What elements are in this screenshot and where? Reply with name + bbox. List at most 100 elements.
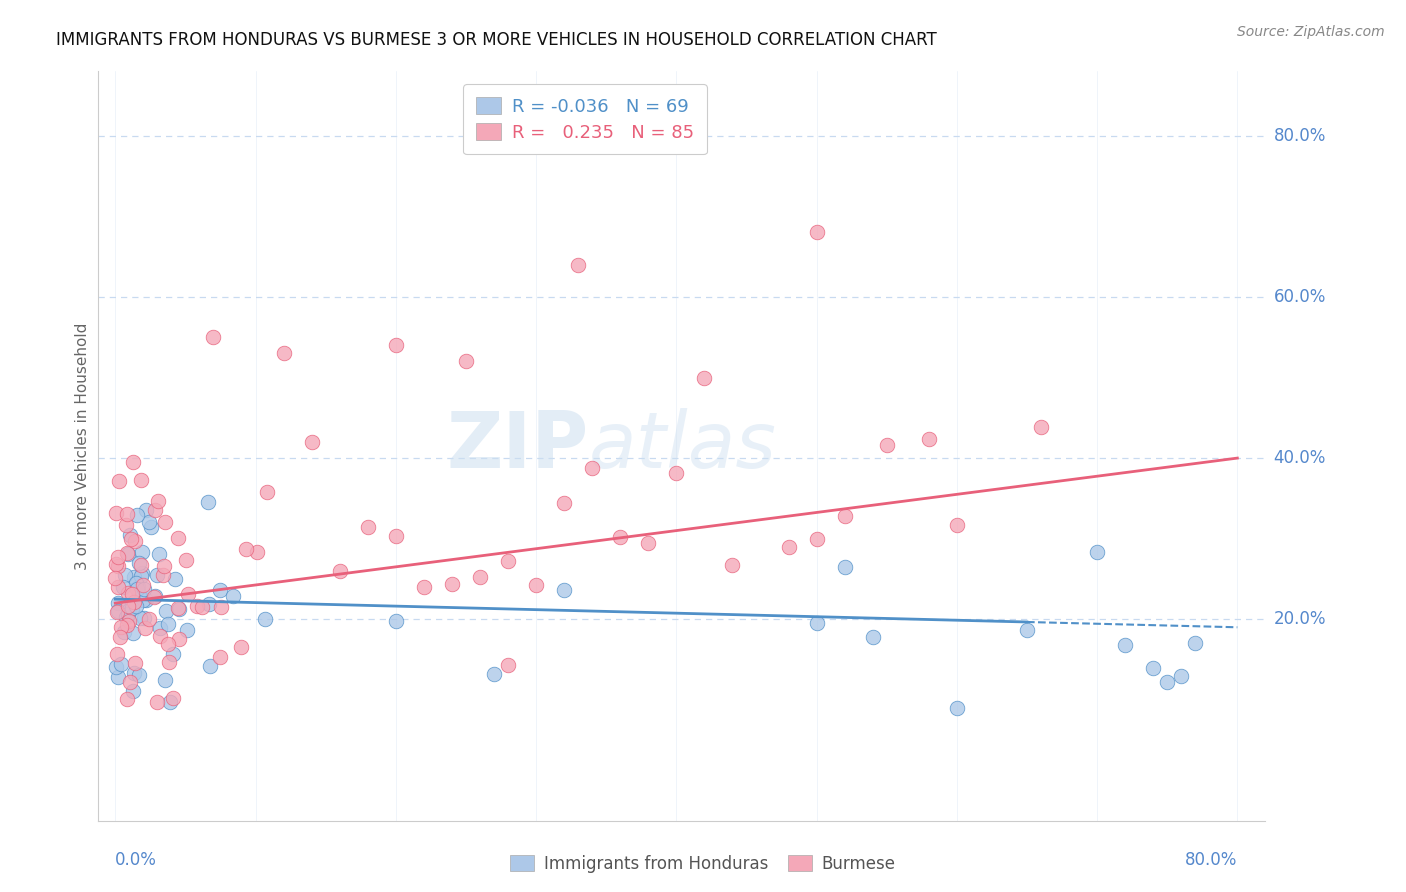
Point bbox=[138, 612, 160, 626]
Point bbox=[146, 695, 169, 709]
Text: ZIP: ZIP bbox=[446, 408, 589, 484]
Point bbox=[110, 620, 132, 634]
Point bbox=[412, 580, 434, 594]
Point bbox=[229, 640, 252, 654]
Point bbox=[329, 565, 352, 579]
Point bbox=[128, 668, 150, 682]
Point bbox=[806, 532, 828, 546]
Point bbox=[122, 626, 145, 640]
Point bbox=[135, 592, 157, 607]
Point bbox=[862, 630, 884, 644]
Text: 60.0%: 60.0% bbox=[1274, 288, 1326, 306]
Point bbox=[117, 547, 139, 561]
Point bbox=[117, 599, 139, 614]
Point bbox=[553, 582, 575, 597]
Point bbox=[384, 528, 406, 542]
Point bbox=[107, 474, 129, 488]
Point bbox=[202, 330, 225, 344]
Point bbox=[191, 600, 214, 615]
Point bbox=[198, 597, 221, 611]
Point bbox=[209, 582, 232, 597]
Point bbox=[153, 559, 176, 574]
Point bbox=[143, 590, 166, 604]
Point bbox=[121, 600, 143, 615]
Text: 0.0%: 0.0% bbox=[115, 851, 157, 869]
Point bbox=[524, 578, 547, 592]
Point bbox=[148, 494, 170, 508]
Point bbox=[301, 435, 323, 450]
Point bbox=[149, 629, 172, 643]
Point bbox=[946, 518, 969, 533]
Point bbox=[105, 659, 128, 673]
Point bbox=[107, 549, 129, 564]
Point bbox=[134, 611, 156, 625]
Point bbox=[114, 567, 136, 582]
Point bbox=[209, 649, 232, 664]
Point bbox=[384, 614, 406, 628]
Point bbox=[834, 509, 856, 524]
Point bbox=[778, 540, 800, 554]
Point bbox=[112, 625, 135, 640]
Point bbox=[115, 618, 138, 632]
Point bbox=[115, 691, 138, 706]
Point bbox=[104, 557, 127, 571]
Point bbox=[118, 527, 141, 541]
Point bbox=[107, 596, 129, 610]
Point bbox=[131, 593, 153, 607]
Point bbox=[128, 587, 150, 601]
Point bbox=[177, 587, 200, 601]
Point bbox=[162, 691, 184, 706]
Point bbox=[135, 503, 157, 517]
Point bbox=[665, 467, 688, 481]
Point bbox=[1184, 636, 1206, 650]
Point bbox=[112, 580, 135, 594]
Point bbox=[159, 695, 181, 709]
Point bbox=[567, 258, 589, 272]
Point bbox=[806, 226, 828, 240]
Point bbox=[107, 670, 129, 684]
Point bbox=[129, 558, 152, 572]
Text: atlas: atlas bbox=[589, 408, 776, 484]
Point bbox=[131, 545, 153, 559]
Point bbox=[553, 496, 575, 510]
Point bbox=[129, 569, 152, 583]
Point bbox=[114, 517, 136, 532]
Text: 40.0%: 40.0% bbox=[1274, 449, 1326, 467]
Point bbox=[721, 558, 744, 573]
Point bbox=[122, 684, 145, 698]
Point bbox=[1114, 638, 1136, 652]
Point bbox=[1142, 661, 1164, 675]
Point bbox=[496, 554, 519, 568]
Point bbox=[198, 659, 221, 673]
Point bbox=[162, 647, 184, 661]
Point bbox=[482, 666, 505, 681]
Point bbox=[122, 455, 145, 469]
Legend: Immigrants from Honduras, Burmese: Immigrants from Honduras, Burmese bbox=[503, 848, 903, 880]
Point bbox=[127, 580, 149, 594]
Point bbox=[117, 586, 139, 600]
Point bbox=[468, 569, 491, 583]
Point bbox=[1085, 545, 1108, 559]
Point bbox=[235, 542, 257, 557]
Point bbox=[152, 568, 174, 582]
Point bbox=[1029, 420, 1052, 434]
Point bbox=[132, 578, 155, 592]
Point bbox=[131, 566, 153, 581]
Point bbox=[149, 621, 172, 635]
Point bbox=[609, 530, 631, 544]
Y-axis label: 3 or more Vehicles in Household: 3 or more Vehicles in Household bbox=[75, 322, 90, 570]
Point bbox=[693, 370, 716, 384]
Point bbox=[156, 637, 179, 651]
Point bbox=[1170, 669, 1192, 683]
Point bbox=[128, 556, 150, 570]
Point bbox=[143, 503, 166, 517]
Point bbox=[125, 575, 148, 590]
Point bbox=[197, 495, 219, 509]
Point bbox=[122, 595, 145, 609]
Point bbox=[122, 570, 145, 584]
Point bbox=[125, 508, 148, 522]
Point bbox=[876, 438, 898, 452]
Point bbox=[246, 544, 269, 558]
Point bbox=[174, 553, 197, 567]
Text: IMMIGRANTS FROM HONDURAS VS BURMESE 3 OR MORE VEHICLES IN HOUSEHOLD CORRELATION : IMMIGRANTS FROM HONDURAS VS BURMESE 3 OR… bbox=[56, 31, 936, 49]
